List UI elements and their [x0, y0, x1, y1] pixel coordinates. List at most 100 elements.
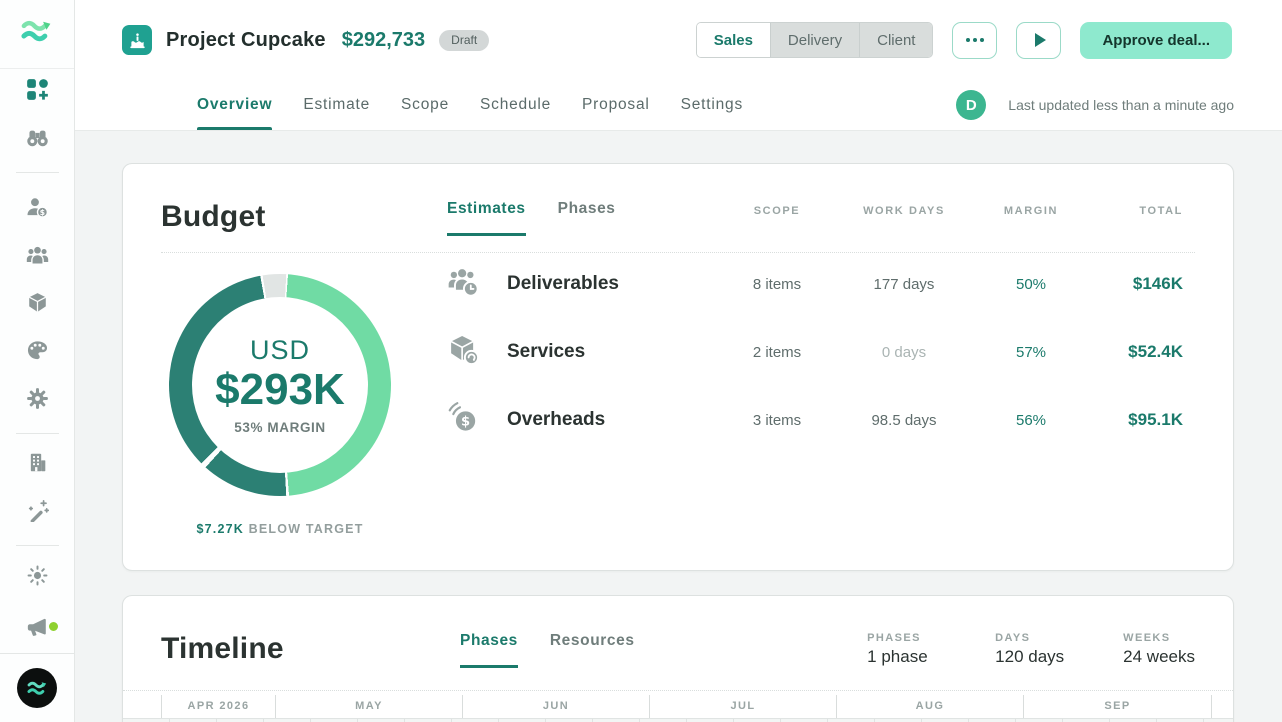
- tab-timeline-phases[interactable]: Phases: [460, 632, 518, 668]
- timeline-tabs: Phases Resources: [460, 632, 635, 668]
- mode-option-client[interactable]: Client: [859, 23, 933, 57]
- row-total: $95.1K: [1128, 410, 1183, 429]
- services-box-icon: [447, 333, 507, 371]
- deliverables-people-clock-icon: [447, 265, 507, 303]
- row-scope: 8 items: [752, 275, 802, 293]
- timeline-title: Timeline: [161, 632, 284, 665]
- month-tail: [1211, 695, 1233, 718]
- tab-schedule[interactable]: Schedule: [480, 96, 552, 113]
- topbar: Project Cupcake $292,733 Draft Sales Del…: [75, 0, 1282, 131]
- row-label: Overheads: [507, 409, 606, 430]
- team-icon: [26, 244, 49, 272]
- sidebar-item-design[interactable]: [0, 329, 74, 377]
- mode-switch: Sales Delivery Client: [695, 22, 934, 58]
- divider: [123, 690, 1233, 691]
- main-area: Project Cupcake $292,733 Draft Sales Del…: [75, 0, 1282, 722]
- row-workdays: 98.5 days: [871, 411, 937, 429]
- sidebar-item-search[interactable]: [0, 116, 74, 164]
- budget-row-overheads[interactable]: $ Overheads 3 items 98.5 days 56: [447, 386, 1195, 454]
- sidebar-item-team[interactable]: [0, 234, 74, 282]
- tab-settings[interactable]: Settings: [680, 96, 744, 113]
- sidebar-item-packages[interactable]: [0, 281, 74, 329]
- below-target-note: $7.27K BELOW TARGET: [196, 522, 364, 536]
- month-aug: AUG: [836, 695, 1023, 718]
- sidebar-item-settings[interactable]: [0, 377, 74, 425]
- app-logo[interactable]: [0, 0, 74, 69]
- sidebar-divider: [15, 432, 59, 434]
- page-title: Project Cupcake: [166, 28, 326, 51]
- sidebar-item-organization[interactable]: [0, 442, 74, 490]
- budget-row-services[interactable]: Services 2 items 0 days 57% $52.4K: [447, 318, 1195, 386]
- sidebar-divider: [15, 172, 59, 173]
- play-icon: [1034, 33, 1046, 47]
- budget-inner: Budget USD $293K 53% MARGIN $7.27K BELOW…: [123, 164, 1233, 536]
- svg-text:$: $: [39, 208, 44, 217]
- workspace-switcher[interactable]: [0, 653, 74, 722]
- row-total: $146K: [1132, 274, 1183, 293]
- palette-icon: [26, 339, 49, 367]
- tab-timeline-resources[interactable]: Resources: [549, 632, 635, 649]
- tab-estimates[interactable]: Estimates: [447, 200, 526, 236]
- tab-overview[interactable]: Overview: [197, 80, 273, 130]
- gantt-month-header: APR 2026 MAY JUN JUL AUG SEP: [123, 695, 1233, 718]
- apps-grid-plus-icon: [26, 78, 49, 106]
- user-avatar[interactable]: D: [956, 90, 987, 120]
- waves-logo-icon: [19, 15, 55, 52]
- sidebar: $: [0, 0, 75, 722]
- row-margin: 57%: [1015, 343, 1047, 361]
- ellipsis-icon: [965, 38, 970, 42]
- gear-icon: [26, 387, 49, 415]
- project-cake-icon: [122, 25, 152, 55]
- budget-table-header: Estimates Phases SCOPE WORK DAYS MARGIN …: [447, 200, 1195, 236]
- donut-center: USD $293K 53% MARGIN: [192, 297, 368, 473]
- donut-currency: USD: [249, 334, 310, 365]
- timeline-header: Timeline Phases Resources PHASES 1 phase…: [123, 596, 1233, 668]
- stat-days: DAYS 120 days: [995, 632, 1065, 666]
- tab-scope[interactable]: Scope: [401, 96, 449, 113]
- month-jun: JUN: [462, 695, 649, 718]
- column-header-workdays: WORK DAYS: [863, 205, 945, 217]
- tab-phases[interactable]: Phases: [557, 200, 616, 217]
- timeline-title-wrap: Timeline: [161, 632, 460, 666]
- header-actions: Sales Delivery Client Approve deal...: [695, 21, 1232, 59]
- budget-row-deliverables[interactable]: Deliverables 8 items 177 days 50% $146K: [447, 250, 1195, 318]
- gantt-week-grid: [123, 718, 1233, 722]
- sidebar-item-announcements[interactable]: [0, 606, 74, 654]
- status-badge: Draft: [439, 29, 490, 51]
- approve-deal-button[interactable]: Approve deal...: [1080, 21, 1232, 59]
- more-actions-button[interactable]: [952, 21, 998, 59]
- mode-option-delivery[interactable]: Delivery: [769, 23, 860, 57]
- month-may: MAY: [275, 695, 462, 718]
- timeline-stats: PHASES 1 phase DAYS 120 days WEEKS 24 we…: [867, 632, 1195, 667]
- budget-card: Budget USD $293K 53% MARGIN $7.27K BELOW…: [122, 163, 1234, 571]
- sidebar-item-apps[interactable]: [0, 69, 74, 117]
- client-dollar-icon: $: [26, 196, 49, 224]
- row-label: Services: [507, 341, 586, 362]
- row-label: Deliverables: [507, 273, 619, 294]
- budget-donut-chart: USD $293K 53% MARGIN: [169, 274, 391, 496]
- gantt-gutter: [123, 695, 161, 718]
- sidebar-item-theme[interactable]: [0, 554, 74, 602]
- sidebar-item-automations[interactable]: [0, 489, 74, 537]
- budget-tabs: Estimates Phases: [447, 200, 725, 236]
- start-tracking-button[interactable]: [1016, 21, 1062, 59]
- binoculars-icon: [26, 126, 49, 154]
- row-total: $52.4K: [1128, 342, 1183, 361]
- project-header-row: Project Cupcake $292,733 Draft Sales Del…: [75, 0, 1282, 80]
- tab-estimate[interactable]: Estimate: [303, 96, 371, 113]
- sidebar-item-clients[interactable]: $: [0, 186, 74, 234]
- project-amount: $292,733: [341, 28, 426, 51]
- building-icon: [26, 451, 49, 479]
- month-apr-2026: APR 2026: [161, 695, 275, 718]
- column-header-scope: SCOPE: [753, 205, 801, 217]
- sun-icon: [26, 564, 49, 592]
- month-sep: SEP: [1023, 695, 1211, 718]
- row-workdays: 177 days: [873, 275, 935, 293]
- svg-text:$: $: [461, 414, 470, 429]
- donut-margin: 53% MARGIN: [234, 420, 326, 436]
- tab-proposal[interactable]: Proposal: [582, 96, 650, 113]
- nav-right: D Last updated less than a minute ago: [956, 80, 1234, 130]
- donut-total: $293K: [215, 364, 345, 414]
- mode-option-sales[interactable]: Sales: [696, 23, 770, 57]
- divider: [161, 252, 1195, 253]
